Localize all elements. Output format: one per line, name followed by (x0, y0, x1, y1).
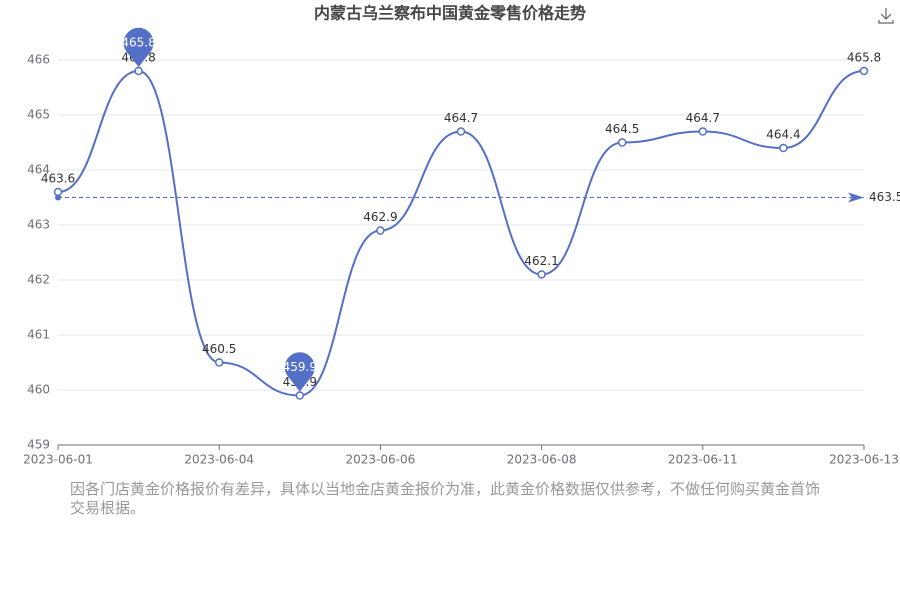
average-arrow (848, 192, 864, 203)
y-tick-label: 465 (27, 108, 50, 122)
data-point (53, 187, 63, 197)
x-tick-label: 2023-06-06 (346, 453, 416, 467)
data-point (295, 391, 305, 400)
x-tick-label: 2023-06-08 (507, 453, 577, 467)
download-glyph[interactable] (878, 8, 894, 24)
data-point (134, 66, 143, 76)
data-point (214, 358, 224, 367)
data-label: 462.1 (524, 254, 558, 268)
average-start (55, 194, 61, 201)
x-tick-label: 2023-06-04 (184, 453, 254, 467)
footnote: 因各门店黄金价格报价有差异，具体以当地金店黄金报价为准，此黄金价格数据仅供参考，… (70, 480, 821, 517)
download-icon[interactable] (878, 8, 894, 24)
average-label: 463.5 (869, 190, 900, 204)
mark-pin-label: 465.8 (121, 36, 155, 50)
data-point (456, 127, 466, 136)
x-tick-label: 2023-06-11 (668, 453, 738, 467)
mark-pin (284, 352, 315, 392)
y-tick-label: 462 (27, 273, 50, 287)
chart-title: 内蒙古乌兰察布中国黄金零售价格走势 (314, 4, 586, 23)
y-tick-label: 463 (27, 218, 50, 232)
data-label: 464.4 (766, 128, 800, 142)
data-point (537, 270, 546, 279)
data-label: 463.6 (41, 172, 75, 186)
y-tick-label: 460 (27, 383, 50, 397)
y-tick-label: 461 (27, 328, 50, 342)
data-label: 464.5 (605, 122, 639, 136)
data-point (779, 143, 788, 153)
y-tick-label: 466 (27, 53, 50, 67)
data-label: 465.8 (847, 51, 881, 65)
y-tick-label: 459 (27, 438, 50, 452)
y-tick-label: 464 (27, 163, 50, 177)
data-label: 460.5 (202, 342, 236, 356)
data-label: 464.7 (444, 111, 478, 125)
mark-pin-label: 459.9 (283, 360, 317, 374)
data-point (617, 138, 627, 147)
x-tick-label: 2023-06-13 (829, 453, 899, 467)
mark-pin (123, 27, 154, 67)
data-label: 462.9 (363, 210, 397, 224)
data-label: 464.7 (686, 111, 720, 125)
data-point (859, 66, 869, 76)
data-point (376, 226, 385, 235)
x-tick-label: 2023-06-01 (23, 453, 93, 467)
data-point (698, 127, 708, 136)
